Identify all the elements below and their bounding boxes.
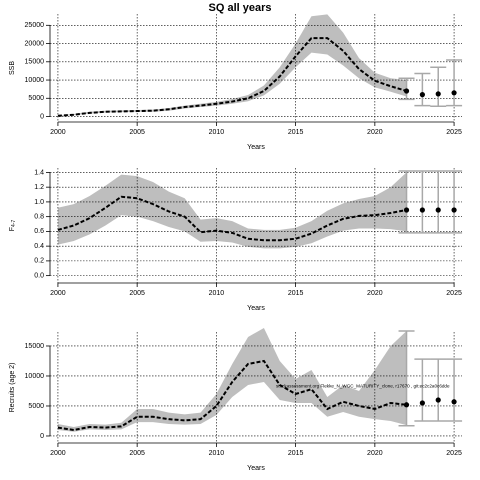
y-tick-label: 1.4 — [34, 169, 44, 176]
x-axis-label: Years — [247, 305, 265, 312]
y-tick-label: 0 — [40, 113, 44, 120]
projection-point — [419, 92, 425, 98]
y-tick-label: 0 — [40, 433, 44, 440]
confidence-band — [57, 14, 407, 117]
y-tick-label: 25000 — [25, 22, 45, 29]
x-tick-label: 2020 — [367, 450, 383, 457]
projection-point — [435, 207, 441, 213]
projection-point — [435, 397, 441, 403]
x-tick-label: 2025 — [446, 129, 462, 136]
y-tick-label: 15000 — [25, 59, 45, 66]
y-axis-label-main: F — [9, 227, 16, 231]
y-tick-label: 10000 — [25, 373, 45, 380]
x-tick-label: 2020 — [367, 290, 383, 297]
y-tick-label: 1.2 — [34, 184, 44, 191]
y-tick-label: 20000 — [25, 40, 45, 47]
y-tick-label: 1.0 — [34, 199, 44, 206]
y-tick-label: 5000 — [28, 403, 44, 410]
y-tick-label: 0.8 — [34, 213, 44, 220]
x-axis-label: Years — [247, 144, 265, 151]
x-tick-label: 2025 — [446, 290, 462, 297]
y-tick-label: 5000 — [28, 95, 44, 102]
confidence-band — [57, 327, 407, 432]
y-axis-label: SSB — [9, 61, 16, 75]
y-tick-label: 0.2 — [34, 258, 44, 265]
y-tick-label: 0.6 — [34, 228, 44, 235]
chart-title: SQ all years — [209, 2, 272, 14]
y-tick-label: 0.4 — [34, 243, 44, 250]
estimate-line — [57, 37, 407, 117]
confidence-band — [57, 172, 407, 249]
projection-point — [451, 207, 457, 213]
projection-point — [403, 402, 410, 408]
x-tick-label: 2020 — [367, 129, 383, 136]
x-tick-label: 2005 — [129, 450, 145, 457]
x-axis-label: Years — [247, 465, 265, 472]
estimate-line — [57, 195, 407, 242]
x-tick-label: 2025 — [446, 450, 462, 457]
y-tick-label: 15000 — [25, 343, 45, 350]
x-tick-label: 2010 — [209, 129, 225, 136]
projection-point — [451, 90, 457, 96]
x-tick-label: 2010 — [209, 450, 225, 457]
x-tick-label: 2010 — [209, 290, 225, 297]
projection-point — [451, 399, 457, 405]
y-axis-label: Recruits (age 2) — [9, 363, 16, 413]
projection-point — [435, 91, 441, 97]
x-tick-label: 2005 — [129, 290, 145, 297]
annotation: stockassessment.org Flekke_N_WGC_MATURIT… — [276, 384, 450, 389]
y-axis-label: F4-7 — [9, 220, 17, 232]
x-tick-label: 2005 — [129, 129, 145, 136]
x-tick-label: 2015 — [288, 129, 304, 136]
y-tick-label: 0.0 — [34, 272, 44, 279]
x-tick-label: 2000 — [50, 129, 66, 136]
projection-point — [419, 207, 425, 213]
x-tick-label: 2015 — [288, 290, 304, 297]
estimate-line — [57, 359, 407, 431]
x-tick-label: 2000 — [50, 450, 66, 457]
x-tick-label: 2015 — [288, 450, 304, 457]
y-tick-label: 10000 — [25, 77, 45, 84]
y-axis-label-sub: 4-7 — [11, 220, 17, 227]
x-tick-label: 2000 — [50, 290, 66, 297]
projection-point — [403, 88, 410, 94]
projection-point — [419, 400, 425, 406]
projection-point — [403, 207, 410, 213]
